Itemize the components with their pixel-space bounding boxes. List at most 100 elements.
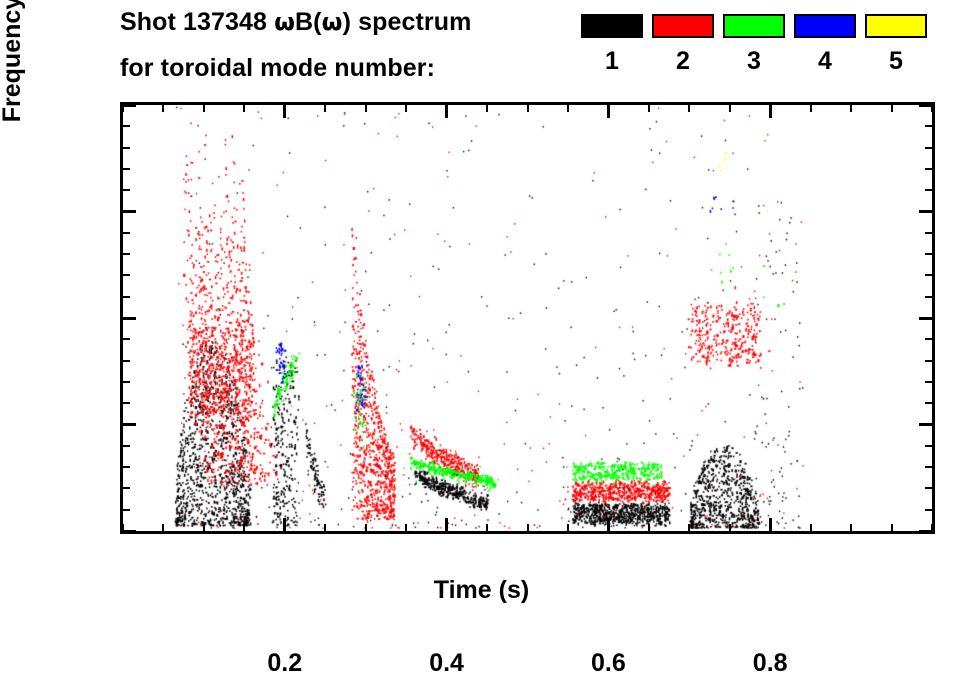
x-tick-top-0.9	[850, 104, 853, 112]
x-tick-0.1	[202, 524, 205, 532]
x-tick-0.15	[243, 524, 246, 532]
y-axis-title: Frequency (kHz)	[0, 0, 26, 123]
y-tick-right-110	[925, 295, 933, 298]
x-tick-top-0.7	[688, 104, 691, 112]
x-tick-0.9	[850, 524, 853, 532]
legend-item-1: 1	[581, 14, 643, 74]
x-tick-top-0.65	[647, 104, 650, 112]
y-tick-120	[122, 274, 130, 277]
x-tick-top-0.15	[243, 104, 246, 112]
y-tick-right-190	[925, 125, 933, 128]
x-tick-top-1	[931, 104, 933, 112]
omega-symbol-2: ω	[321, 8, 343, 36]
y-tick-right-200	[919, 103, 933, 107]
y-tick-140	[122, 231, 130, 234]
x-tick-top-0	[122, 104, 124, 112]
y-tick-right-180	[925, 146, 933, 149]
legend-item-2: 2	[652, 14, 714, 74]
y-tick-30	[122, 466, 130, 469]
legend-label-3: 3	[747, 47, 761, 75]
y-tick-20	[122, 487, 130, 490]
legend-label-2: 2	[676, 47, 690, 75]
legend-label-4: 4	[818, 47, 832, 75]
x-axis-title: Time (s)	[433, 576, 530, 604]
y-tick-right-130	[925, 253, 933, 256]
legend-item-4: 4	[794, 14, 856, 74]
y-tick-10	[122, 508, 130, 511]
y-tick-130	[122, 253, 130, 256]
x-tick-0	[122, 524, 124, 532]
x-tick-top-0.85	[809, 104, 812, 112]
x-tick-0.85	[809, 524, 812, 532]
y-tick-right-140	[925, 231, 933, 234]
y-tick-200	[122, 103, 136, 107]
y-tick-60	[122, 402, 130, 405]
x-tick-top-0.8	[768, 104, 772, 118]
y-tick-right-150	[919, 210, 933, 213]
y-tick-190	[122, 125, 130, 128]
x-tick-0.95	[890, 524, 893, 532]
y-tick-right-40	[925, 444, 933, 447]
x-tick-label-0.6: 0.6	[591, 649, 626, 677]
x-tick-0.25	[324, 524, 327, 532]
y-tick-160	[122, 189, 130, 192]
y-tick-right-30	[925, 466, 933, 469]
x-tick-top-0.45	[486, 104, 489, 112]
y-tick-right-60	[925, 402, 933, 405]
y-tick-0	[122, 529, 136, 533]
y-tick-right-170	[925, 167, 933, 170]
omega-symbol-1: ω	[274, 8, 296, 36]
spectrogram-scatter-canvas	[123, 105, 932, 531]
y-tick-170	[122, 167, 130, 170]
x-tick-0.4	[445, 518, 449, 532]
legend-swatch-4	[794, 14, 856, 38]
x-tick-0.35	[405, 524, 408, 532]
y-tick-right-50	[919, 423, 933, 426]
x-tick-0.5	[526, 524, 529, 532]
x-tick-0.7	[688, 524, 691, 532]
legend-swatch-1	[581, 14, 643, 38]
x-tick-0.6	[606, 518, 610, 532]
x-tick-0.55	[566, 524, 569, 532]
x-tick-top-0.6	[606, 104, 610, 118]
x-tick-label-0.8: 0.8	[752, 649, 788, 677]
y-tick-80	[122, 359, 130, 362]
x-tick-top-0.05	[162, 104, 165, 112]
x-tick-top-0.25	[324, 104, 327, 112]
y-tick-180	[122, 146, 130, 149]
y-tick-70	[122, 380, 130, 383]
y-tick-50	[122, 423, 136, 426]
title-spectrum-text: ) spectrum	[342, 8, 472, 36]
title-shot-text: Shot 137348	[120, 8, 275, 36]
y-tick-right-90	[925, 338, 933, 341]
x-tick-top-0.35	[405, 104, 408, 112]
x-tick-0.75	[728, 524, 731, 532]
y-tick-right-0	[919, 529, 933, 533]
x-tick-0.65	[647, 524, 650, 532]
x-tick-top-0.3	[364, 104, 367, 112]
x-tick-0.45	[486, 524, 489, 532]
y-tick-110	[122, 295, 130, 298]
legend-swatch-5	[865, 14, 927, 38]
y-tick-40	[122, 444, 130, 447]
y-tick-90	[122, 338, 130, 341]
x-tick-0.05	[162, 524, 165, 532]
x-tick-top-0.95	[890, 104, 893, 112]
plot-area: 050100150200 0.20.40.60.8	[120, 102, 935, 676]
legend-label-1: 1	[605, 47, 619, 75]
x-tick-0.3	[364, 524, 367, 532]
x-tick-top-0.2	[283, 104, 287, 118]
legend-label-5: 5	[889, 47, 903, 75]
x-tick-0.2	[283, 518, 287, 532]
x-tick-top-0.55	[566, 104, 569, 112]
y-tick-right-20	[925, 487, 933, 490]
x-tick-top-0.4	[445, 104, 449, 118]
legend: 1 2 3 4 5	[581, 14, 961, 94]
x-tick-top-0.5	[526, 104, 529, 112]
x-tick-top-0.75	[728, 104, 731, 112]
y-tick-right-160	[925, 189, 933, 192]
y-tick-right-10	[925, 508, 933, 511]
figure-title-line1: Shot 137348 ωB(ω) spectrum	[120, 8, 471, 37]
legend-swatch-2	[652, 14, 714, 38]
